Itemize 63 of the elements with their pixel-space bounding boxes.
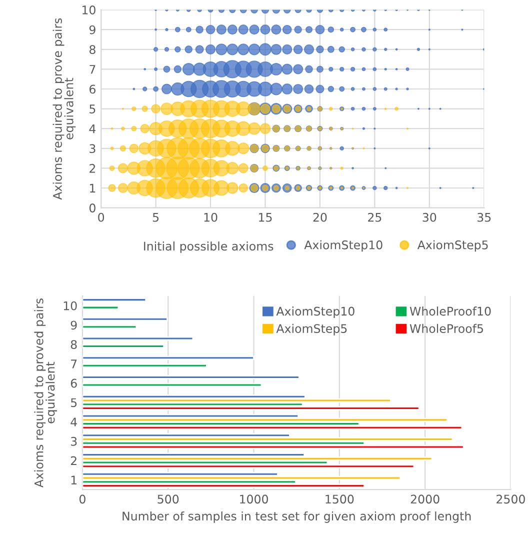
y-tick-label: 7: [71, 360, 77, 368]
bar: [82, 356, 254, 360]
x-axis-title: Initial possible axioms: [144, 241, 274, 253]
bar: [82, 425, 463, 430]
y-tick-label: 2: [90, 164, 96, 173]
y-tick-label: 1: [90, 184, 96, 192]
y-tick-label: 8: [70, 340, 77, 350]
y-tick-label: 6: [70, 378, 77, 388]
x-tick-label: 10: [204, 212, 218, 222]
x-tick-label: 25: [368, 212, 382, 222]
x-tick-label: 1000: [240, 494, 268, 504]
y-tick-label: 8: [90, 45, 96, 54]
x-tick-label: 2000: [410, 494, 440, 504]
y-tick-label: 9: [70, 320, 77, 330]
bar: [82, 456, 433, 461]
y-tick-label: 7: [90, 65, 96, 74]
x-tick-label: 1500: [326, 494, 354, 504]
y-tick-label: 10: [82, 6, 96, 14]
bar: [82, 444, 464, 450]
bar: [82, 305, 120, 310]
bar: [82, 484, 365, 488]
legend-label: AxiomStep5: [276, 324, 347, 336]
bar: [82, 382, 262, 388]
bar: [82, 437, 454, 442]
x-tick-label: 30: [422, 212, 436, 222]
bar: [82, 364, 208, 368]
y-tick-label: 0: [89, 204, 96, 212]
y-tick-label: 6: [90, 84, 96, 94]
legend-label: AxiomStep10: [304, 240, 382, 252]
legend-label: AxiomStep5: [417, 240, 488, 252]
y-tick-label: 9: [89, 25, 96, 34]
y-tick-label: 4: [89, 124, 96, 134]
y-tick-label: 4: [70, 418, 77, 426]
x-axis-title: Number of samples in test set for given axiom proof length: [122, 511, 471, 523]
bar: [82, 418, 448, 422]
bar: [82, 464, 415, 469]
x-tick-label: 35: [478, 212, 491, 222]
x-tick-label: 0: [79, 494, 86, 504]
legend-label: WholeProof10: [410, 306, 491, 316]
x-tick-label: 5: [152, 213, 159, 222]
bar: [82, 298, 147, 302]
y-tick-label: 2: [70, 456, 76, 466]
y-tick-label: 5: [71, 398, 77, 408]
bar: [82, 317, 168, 322]
y-tick-label: 5: [90, 104, 96, 114]
bar: [82, 336, 194, 341]
y-axis-title: Axioms required to proved pairs equivalent: [34, 298, 58, 488]
y-axis-title: Axioms required to prove pairs equivalent: [52, 18, 76, 200]
y-tick-label: 10: [64, 301, 77, 310]
bar: [82, 324, 138, 330]
bar: [82, 406, 420, 410]
x-tick-label: 0: [98, 212, 104, 222]
y-tick-label: 3: [70, 436, 77, 446]
legend-label: AxiomStep10: [276, 306, 354, 318]
legend-label: WholeProof5: [410, 324, 483, 334]
x-tick-label: 20: [313, 212, 327, 222]
y-tick-label: 3: [90, 144, 96, 154]
x-tick-label: 15: [259, 213, 272, 222]
y-tick-label: 1: [71, 476, 77, 484]
bar: [82, 375, 300, 380]
bar: [82, 344, 165, 348]
x-tick-label: 500: [158, 494, 179, 504]
x-tick-label: 2500: [496, 494, 525, 504]
